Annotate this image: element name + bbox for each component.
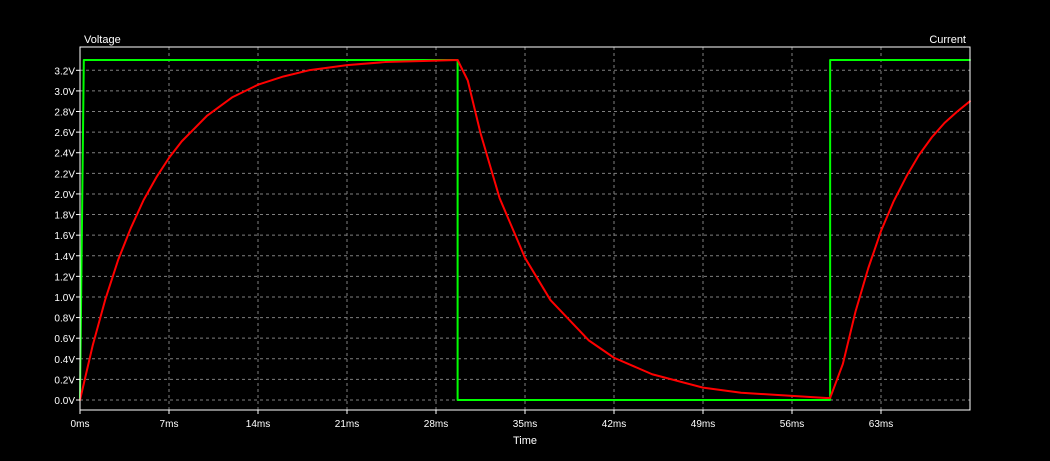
y-tick-label: 0.2V bbox=[54, 375, 75, 386]
axis-ticks: 0.0V 0.2V 0.4V 0.6V 0.8V 1.0V 1.2V 1.4V 1.6V 1.8V… bbox=[54, 66, 893, 430]
x-tick-label: 35ms bbox=[513, 419, 537, 430]
x-axis-label: Time bbox=[513, 435, 537, 447]
x-tick-label: 0ms bbox=[71, 419, 90, 430]
x-tick-label: 42ms bbox=[602, 419, 626, 430]
y-tick-label: 1.0V bbox=[54, 293, 75, 304]
x-tick-label: 28ms bbox=[424, 419, 448, 430]
x-tick-label: 56ms bbox=[780, 419, 804, 430]
y-tick-label: 1.6V bbox=[54, 231, 75, 242]
x-tick-label: 21ms bbox=[335, 419, 359, 430]
y-tick-label: 0.0V bbox=[54, 396, 75, 407]
y-tick-label: 0.4V bbox=[54, 355, 75, 366]
y-tick-label: 2.2V bbox=[54, 169, 75, 180]
y-tick-label: 0.8V bbox=[54, 314, 75, 325]
y-axis-label-left: Voltage bbox=[84, 34, 121, 46]
y-tick-label: 1.4V bbox=[54, 252, 75, 263]
y-tick-label: 1.8V bbox=[54, 211, 75, 222]
y-tick-label: 3.2V bbox=[54, 66, 75, 77]
y-tick-label: 2.4V bbox=[54, 149, 75, 160]
series-group bbox=[79, 59, 971, 401]
y-tick-label: 2.6V bbox=[54, 128, 75, 139]
x-tick-label: 49ms bbox=[691, 419, 715, 430]
y-tick-label: 0.6V bbox=[54, 334, 75, 345]
y-axis-label-right: Current bbox=[929, 34, 966, 46]
x-tick-label: 14ms bbox=[246, 419, 270, 430]
series-line-2 bbox=[79, 59, 971, 401]
y-tick-label: 1.2V bbox=[54, 272, 75, 283]
y-tick-label: 2.0V bbox=[54, 190, 75, 201]
y-tick-label: 2.8V bbox=[54, 108, 75, 119]
series-line-1 bbox=[79, 59, 971, 401]
x-tick-label: 7ms bbox=[160, 419, 179, 430]
y-tick-label: 3.0V bbox=[54, 87, 75, 98]
x-tick-label: 63ms bbox=[869, 419, 893, 430]
